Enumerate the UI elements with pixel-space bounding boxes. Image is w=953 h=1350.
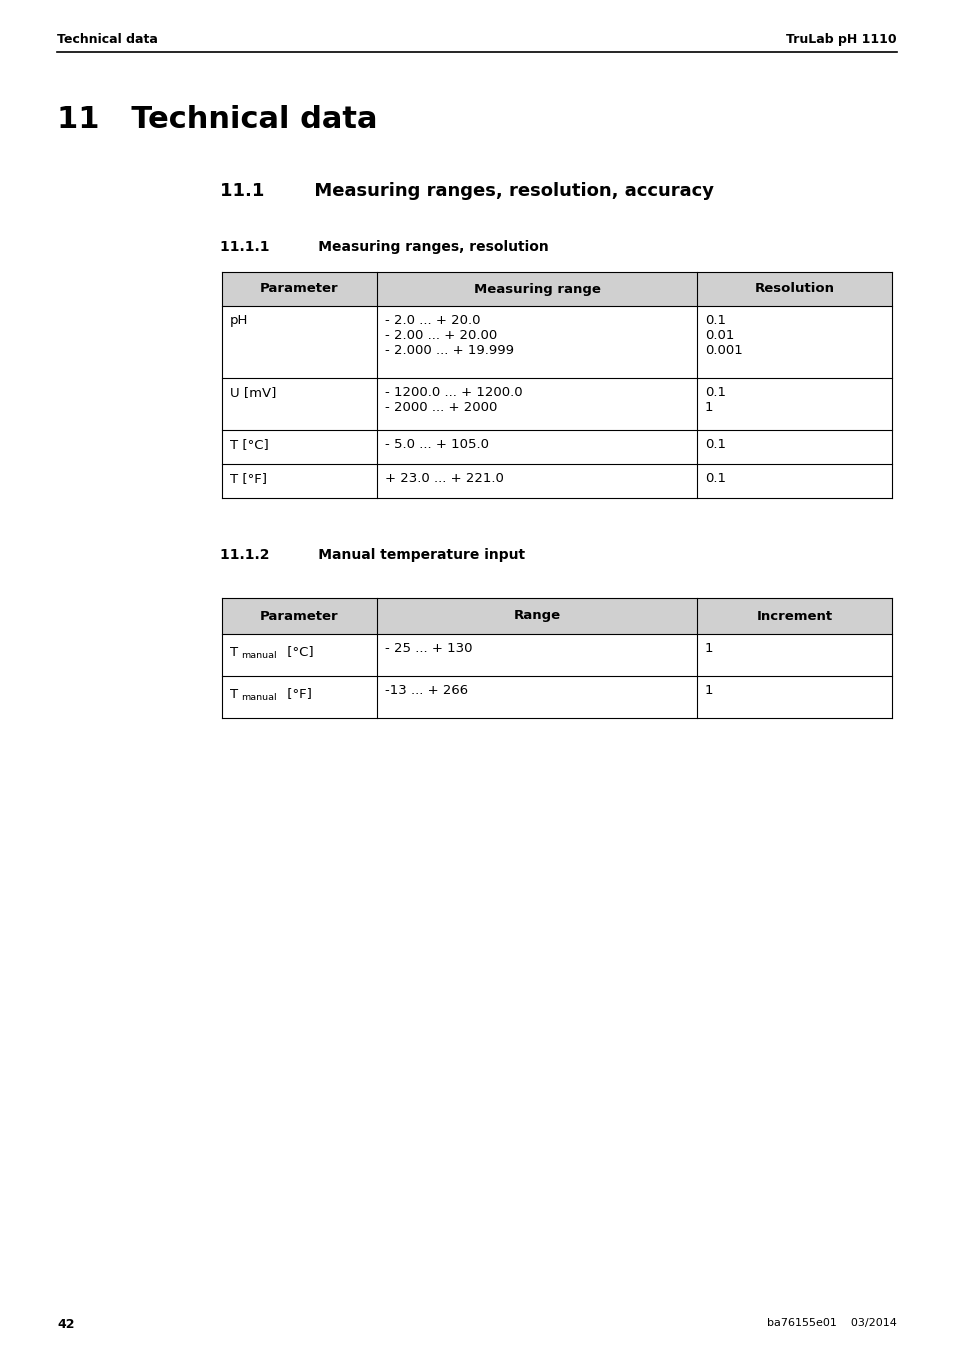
Text: 0.1
1: 0.1 1 [704, 386, 725, 414]
Text: 11.1.2          Manual temperature input: 11.1.2 Manual temperature input [220, 548, 524, 562]
Text: Parameter: Parameter [260, 609, 338, 622]
Text: 0.1
0.01
0.001: 0.1 0.01 0.001 [704, 315, 742, 356]
Text: [°C]: [°C] [283, 645, 314, 659]
Text: - 1200.0 ... + 1200.0
- 2000 ... + 2000: - 1200.0 ... + 1200.0 - 2000 ... + 2000 [385, 386, 522, 414]
Text: manual: manual [241, 694, 276, 702]
Bar [222, 598, 891, 634]
Text: - 5.0 ... + 105.0: - 5.0 ... + 105.0 [385, 437, 489, 451]
Text: T: T [230, 645, 238, 659]
Text: 11   Technical data: 11 Technical data [57, 105, 377, 134]
Text: Resolution: Resolution [754, 282, 834, 296]
Text: - 25 ... + 130: - 25 ... + 130 [385, 643, 472, 655]
Text: Measuring range: Measuring range [473, 282, 599, 296]
Text: 0.1: 0.1 [704, 472, 725, 485]
Text: T: T [230, 687, 238, 701]
Text: 11.1        Measuring ranges, resolution, accuracy: 11.1 Measuring ranges, resolution, accur… [220, 182, 713, 200]
Text: 1: 1 [704, 643, 713, 655]
Text: Technical data: Technical data [57, 32, 157, 46]
Text: - 2.0 ... + 20.0
- 2.00 ... + 20.00
- 2.000 ... + 19.999: - 2.0 ... + 20.0 - 2.00 ... + 20.00 - 2.… [385, 315, 514, 356]
Text: ba76155e01    03/2014: ba76155e01 03/2014 [766, 1318, 896, 1328]
Text: 0.1: 0.1 [704, 437, 725, 451]
Text: Range: Range [513, 609, 560, 622]
Text: 42: 42 [57, 1318, 74, 1331]
Text: TruLab pH 1110: TruLab pH 1110 [785, 32, 896, 46]
Text: Increment: Increment [756, 609, 832, 622]
Text: manual: manual [241, 652, 276, 660]
Text: [°F]: [°F] [283, 687, 312, 701]
Text: + 23.0 ... + 221.0: + 23.0 ... + 221.0 [385, 472, 503, 485]
Text: T [°C]: T [°C] [230, 437, 269, 451]
Text: 11.1.1          Measuring ranges, resolution: 11.1.1 Measuring ranges, resolution [220, 240, 548, 254]
Text: U [mV]: U [mV] [230, 386, 276, 400]
Text: 1: 1 [704, 684, 713, 697]
Bar [222, 598, 891, 718]
Text: pH: pH [230, 315, 248, 327]
Text: Parameter: Parameter [260, 282, 338, 296]
Text: -13 ... + 266: -13 ... + 266 [385, 684, 468, 697]
Bar [222, 271, 891, 498]
Text: T [°F]: T [°F] [230, 472, 267, 485]
Bar [222, 271, 891, 306]
